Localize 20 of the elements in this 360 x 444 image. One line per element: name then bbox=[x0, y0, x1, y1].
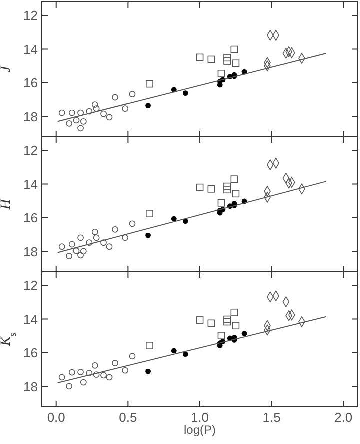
x-axis-title: log(P) bbox=[184, 423, 216, 437]
x-tick-label: 0.5 bbox=[119, 410, 138, 425]
y-tick-label: 16 bbox=[24, 210, 38, 226]
y-tick-label: 18 bbox=[24, 244, 38, 260]
y-tick-label: 12 bbox=[24, 278, 38, 293]
x-tick-label: 1.0 bbox=[190, 410, 210, 425]
x-tick-label: 1.5 bbox=[262, 410, 281, 425]
y-tick-label: 14 bbox=[24, 312, 38, 327]
y-tick-label: 18 bbox=[24, 379, 38, 394]
y-tick-label: 14 bbox=[24, 42, 38, 57]
y-tick-label: 18 bbox=[24, 109, 38, 124]
y-tick-label: 16 bbox=[24, 76, 38, 90]
y-tick-label: 16 bbox=[24, 346, 38, 360]
y-tick-label: 12 bbox=[24, 8, 38, 23]
y-axis-title: J bbox=[0, 66, 14, 73]
y-tick-label: 14 bbox=[24, 176, 38, 192]
y-axis-title: H bbox=[0, 198, 14, 211]
x-tick-label: 0.0 bbox=[47, 410, 66, 425]
y-tick-label: 12 bbox=[24, 143, 38, 158]
x-tick-label: 2.0 bbox=[334, 410, 353, 425]
